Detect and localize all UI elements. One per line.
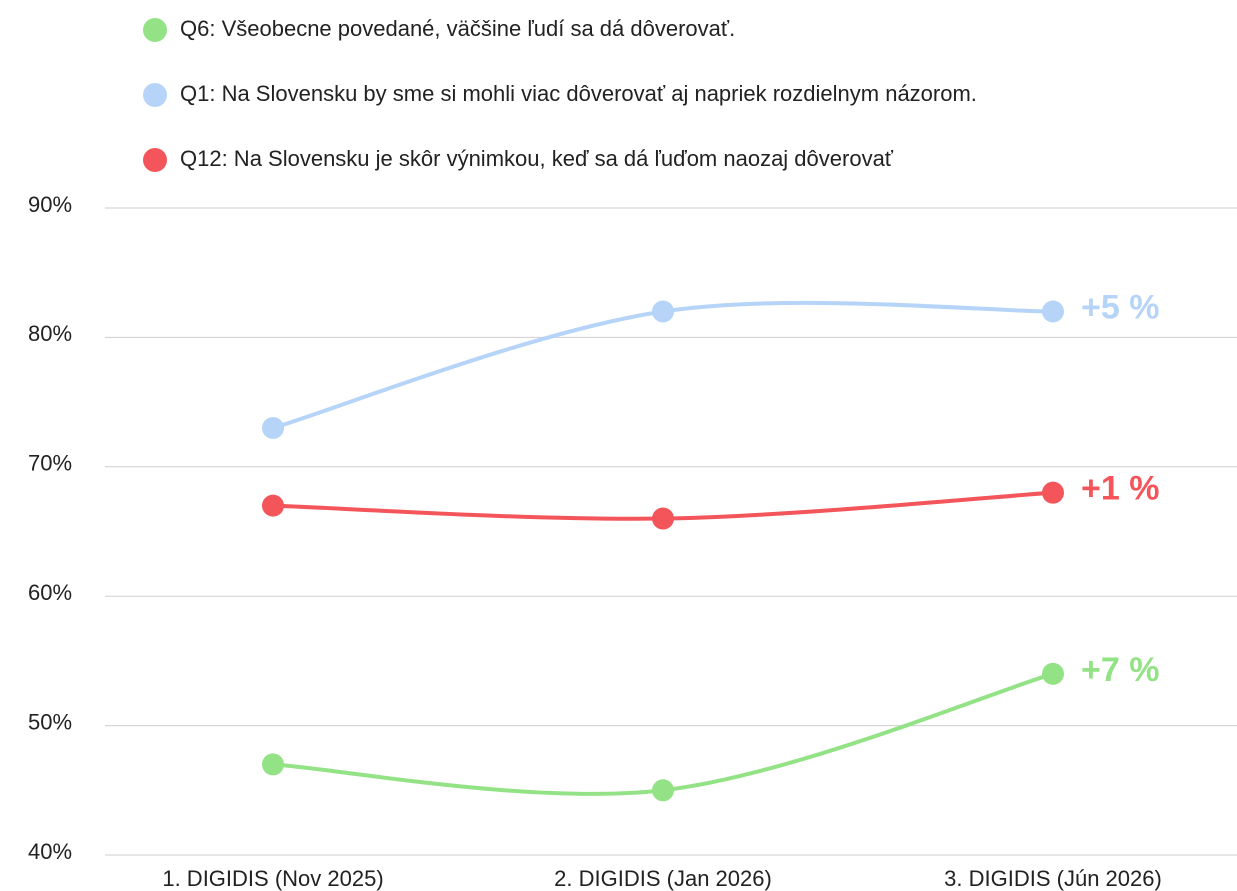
data-point xyxy=(1042,481,1064,504)
y-tick-label: 60% xyxy=(28,580,72,605)
y-tick-label: 40% xyxy=(28,839,72,864)
data-point xyxy=(652,507,674,530)
data-point xyxy=(1042,300,1064,323)
legend-label: Q1: Na Slovensku by sme si mohli viac dô… xyxy=(180,81,977,106)
x-tick-label: 2. DIGIDIS (Jan 2026) xyxy=(554,866,772,891)
data-point xyxy=(262,753,284,776)
y-tick-label: 50% xyxy=(28,709,72,734)
data-point xyxy=(1042,662,1064,685)
y-tick-label: 70% xyxy=(28,451,72,476)
y-tick-label: 90% xyxy=(28,192,72,217)
annotation: +1 % xyxy=(1081,470,1159,508)
legend-label: Q12: Na Slovensku je skôr výnimkou, keď … xyxy=(180,146,894,171)
x-tick-label: 3. DIGIDIS (Jún 2026) xyxy=(944,866,1162,891)
legend-marker xyxy=(143,18,167,42)
annotation: +5 % xyxy=(1081,289,1159,327)
x-tick-label: 1. DIGIDIS (Nov 2025) xyxy=(162,866,383,891)
data-point xyxy=(262,416,284,439)
y-tick-label: 80% xyxy=(28,321,72,346)
data-point xyxy=(652,300,674,323)
series-line xyxy=(272,671,1054,796)
annotation: +7 % xyxy=(1081,651,1159,689)
data-point xyxy=(262,494,284,517)
legend-marker xyxy=(143,148,167,172)
data-point xyxy=(652,779,674,802)
legend-label: Q6: Všeobecne povedané, väčšine ľudí sa … xyxy=(180,16,735,41)
legend-marker xyxy=(143,83,167,107)
